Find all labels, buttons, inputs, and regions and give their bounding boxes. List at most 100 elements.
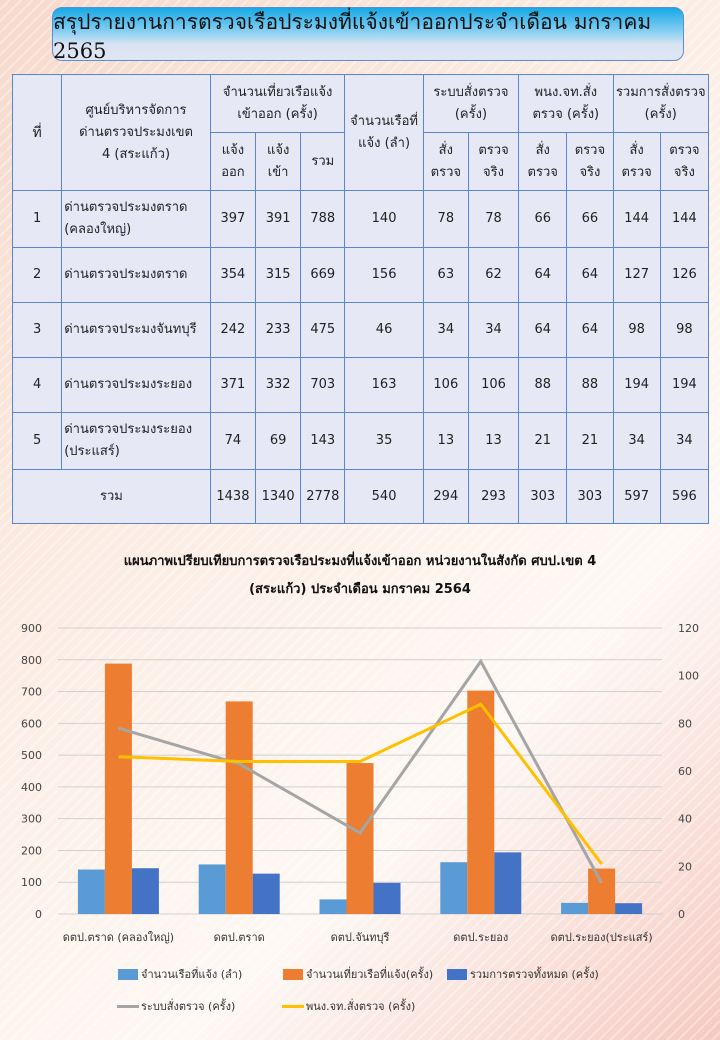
bar [198,864,226,914]
left-axis-tick: 100 [21,876,42,889]
chart-title: แผนภาพเปรียบเทียบการตรวจเรือประมงที่แจ้ง… [0,548,720,604]
total-system-order: 294 [422,469,469,524]
cell-trips-in: 233 [255,302,302,358]
left-axis-tick: 900 [21,622,42,635]
col-header-trips: จำนวนเที่ยวเรือแจ้งเข้าออก (ครั้ง) [209,74,346,133]
bar [77,869,105,914]
right-axis-tick: 40 [678,813,692,826]
cell-no: 3 [11,302,63,358]
bar [104,663,132,914]
bar [588,868,616,914]
col-header-officer: พนง.จท.สั่งตรวจ (ครั้ง) [518,74,614,133]
header-row-2: แจ้งออก แจ้งเข้า รวม สั่งตรวจ ตรวจจริง ส… [13,132,710,191]
category-label: ดตป.ตราด [214,931,265,944]
table-row: 1 ด่านตรวจประมงตราด (คลองใหญ่) 397 391 7… [11,190,710,248]
col-header-vessels: จำนวนเรือที่แจ้ง (ลำ) [344,74,424,191]
col-header-trips-in: แจ้งเข้า [255,132,302,191]
cell-vessels: 156 [344,247,424,303]
cell-trips-out: 354 [209,247,257,303]
cell-system-order: 78 [422,190,469,248]
chart-title-line-1: แผนภาพเปรียบเทียบการตรวจเรือประมงที่แจ้ง… [123,554,597,569]
cell-trips-out: 74 [209,412,257,470]
bar [319,899,347,914]
cell-trips-total: 475 [300,302,346,358]
left-axis-tick: 200 [21,844,42,857]
right-axis-tick: 100 [678,670,699,683]
cell-total-order: 127 [612,247,661,303]
chart-title-line-2: (สระแก้ว) ประจำเดือน มกราคม 2564 [249,582,471,597]
total-officer-actual: 303 [566,469,614,524]
legend-item-trips: จำนวนเที่ยวเรือที่แจ้ง(ครั้ง) [283,965,433,983]
cell-name: ด่านตรวจประมงระยอง [61,357,211,413]
total-total-order: 597 [612,469,661,524]
cell-system-actual: 34 [467,302,520,358]
col-header-trips-out: แจ้งออก [209,132,257,191]
cell-total-order: 144 [612,190,661,248]
left-axis-tick: 800 [21,654,42,667]
cell-total-order: 194 [612,357,661,413]
bar [615,903,643,914]
cell-system-actual: 78 [467,190,520,248]
total-trips-out: 1438 [209,469,257,524]
cell-trips-total: 703 [300,357,346,413]
table-row: 4 ด่านตรวจประมงระยอง 371 332 703 163 106… [11,357,710,413]
col-header-officer-order: สั่งตรวจ [518,132,568,191]
cell-system-actual: 62 [467,247,520,303]
legend-line-icon [282,1004,304,1008]
left-axis-tick: 700 [21,686,42,699]
total-label: รวม [12,469,211,524]
legend-line-icon [117,1004,139,1008]
total-vessels: 540 [344,469,424,524]
cell-no: 4 [11,357,63,413]
cell-trips-out: 397 [209,190,257,248]
col-header-center: ศูนย์บริหารจัดการด่านตรวจประมงเขต 4 (สระ… [61,74,211,191]
left-axis-tick: 600 [21,717,42,730]
left-axis-tick: 400 [21,781,42,794]
cell-trips-out: 371 [209,357,257,413]
bar [561,902,589,914]
cell-no: 1 [11,190,63,248]
cell-trips-total: 143 [300,412,346,470]
page-title-text: สรุปรายงานการตรวจเรือประมงที่แจ้งเข้าออก… [53,9,652,63]
bar [467,690,495,914]
header-row-1: ที่ ศูนย์บริหารจัดการด่านตรวจประมงเขต 4 … [11,74,710,191]
table-row: 3 ด่านตรวจประมงจันทบุรี 242 233 475 46 3… [11,302,710,358]
cell-trips-total: 788 [300,190,346,248]
right-axis-tick: 80 [678,717,692,730]
total-trips-total: 2778 [300,469,346,524]
col-header-total-order: สั่งตรวจ [612,132,661,191]
cell-total-actual: 194 [659,357,710,413]
cell-system-actual: 13 [467,412,520,470]
cell-officer-actual: 88 [566,357,614,413]
cell-officer-actual: 64 [566,302,614,358]
cell-system-order: 13 [422,412,469,470]
cell-vessels: 140 [344,190,424,248]
cell-name: ด่านตรวจประมงตราด (คลองใหญ่) [61,190,211,248]
cell-no: 5 [11,412,63,470]
bar [131,868,159,914]
cell-officer-actual: 21 [566,412,614,470]
cell-trips-out: 242 [209,302,257,358]
cell-total-actual: 98 [659,302,710,358]
left-axis-tick: 300 [21,813,42,826]
cell-officer-actual: 66 [566,190,614,248]
legend-swatch-icon [447,968,467,980]
cell-trips-in: 332 [255,357,302,413]
col-header-total: รวมการสั่งตรวจ (ครั้ง) [612,74,710,133]
col-header-officer-actual: ตรวจจริง [566,132,614,191]
cell-officer-order: 88 [518,357,568,413]
col-header-system: ระบบสั่งตรวจ (ครั้ง) [422,74,520,133]
cell-no: 2 [11,247,63,303]
right-axis-tick: 0 [678,908,685,921]
bar [494,852,522,914]
category-label: ดตป.ระยอง [453,931,508,944]
legend-swatch-icon [283,968,303,980]
total-officer-order: 303 [518,469,568,524]
cell-officer-actual: 64 [566,247,614,303]
col-header-system-actual: ตรวจจริง [467,132,520,191]
cell-total-actual: 34 [659,412,710,470]
cell-vessels: 163 [344,357,424,413]
bar [373,882,401,914]
cell-name: ด่านตรวจประมงระยอง (ประแสร์) [61,412,211,470]
legend-swatch-icon [118,968,138,980]
